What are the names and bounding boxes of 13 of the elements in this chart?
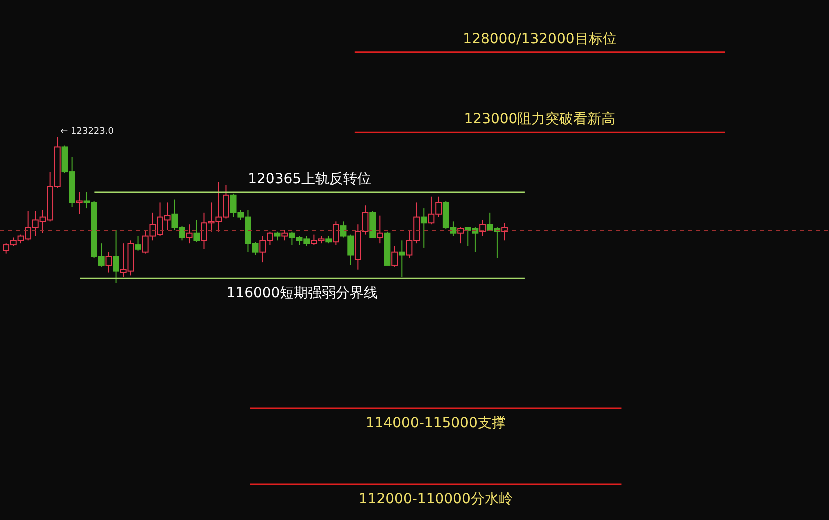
- ref-line-label: 123000阻力突破看新高: [464, 112, 616, 128]
- ref-line-label: 120365上轨反转位: [248, 171, 372, 188]
- candlestick: [113, 230, 120, 284]
- candlestick: [186, 224, 193, 244]
- annotation: ← 123223.0: [60, 127, 114, 137]
- ref-line-label: 116000短期强弱分界线: [226, 286, 378, 302]
- candlestick: [398, 240, 406, 278]
- candlestick: [376, 215, 384, 244]
- candlestick: [76, 192, 83, 215]
- ref-line-label: 128000/132000目标位: [463, 31, 617, 48]
- candlestick: [420, 208, 428, 248]
- ref-line-label: 114000-115000支撑: [366, 416, 506, 432]
- ref-line-label: 112000-110000分水岭: [358, 491, 513, 508]
